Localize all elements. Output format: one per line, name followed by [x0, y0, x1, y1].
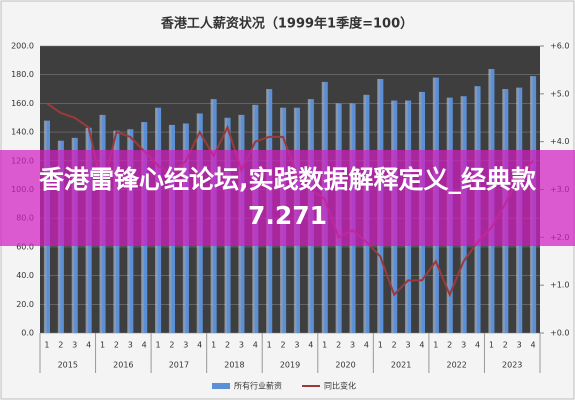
- x-tick-label: 3: [183, 341, 188, 350]
- year-label: 2018: [224, 361, 244, 370]
- x-tick-label: 2: [447, 341, 452, 350]
- x-tick-label: 2: [336, 341, 341, 350]
- year-label: 2016: [113, 361, 133, 370]
- y-tick-label: 140.0: [11, 128, 34, 137]
- x-tick-label: 3: [72, 341, 77, 350]
- x-tick-label: 2: [58, 341, 63, 350]
- x-tick-label: 1: [378, 341, 383, 350]
- x-tick-label: 2: [281, 341, 286, 350]
- year-label: 2023: [502, 361, 522, 370]
- x-tick-label: 1: [100, 341, 105, 350]
- x-tick-label: 3: [294, 341, 299, 350]
- year-label: 2019: [280, 361, 300, 370]
- x-tick-label: 1: [211, 341, 216, 350]
- year-label: 2017: [169, 361, 189, 370]
- y2-tick-label: +1.0: [550, 281, 569, 290]
- y2-tick-label: +5.0: [550, 89, 569, 98]
- x-tick-label: 4: [308, 341, 313, 350]
- x-tick-label: 2: [169, 341, 174, 350]
- overlay-text: 香港雷锋心经论坛,实践数据解释定义_经典款7.271: [39, 165, 536, 230]
- x-tick-label: 4: [253, 341, 258, 350]
- y-tick-label: 160.0: [11, 99, 34, 108]
- x-tick-label: 4: [364, 341, 369, 350]
- x-tick-label: 1: [156, 341, 161, 350]
- legend-label: 同比变化: [324, 381, 356, 391]
- x-tick-label: 1: [322, 341, 327, 350]
- y-tick-label: 40.0: [16, 271, 34, 280]
- overlay-box: 香港雷锋心经论坛,实践数据解释定义_经典款7.271: [39, 165, 536, 230]
- x-tick-label: 3: [239, 341, 244, 350]
- y-tick-label: 60.0: [16, 242, 34, 251]
- x-tick-label: 2: [392, 341, 397, 350]
- x-tick-label: 2: [225, 341, 230, 350]
- year-label: 2022: [446, 361, 466, 370]
- x-tick-label: 4: [142, 341, 147, 350]
- x-tick-label: 3: [461, 341, 466, 350]
- year-label: 2020: [335, 361, 355, 370]
- chart-title: 香港工人薪资状况（1999年1季度=100）: [160, 16, 413, 32]
- y2-tick-label: +6.0: [550, 42, 569, 51]
- y2-tick-label: +0.0: [550, 329, 569, 338]
- y-tick-label: 0.0: [21, 329, 34, 338]
- x-tick-label: 3: [517, 341, 522, 350]
- x-tick-label: 4: [419, 341, 424, 350]
- x-tick-label: 2: [503, 341, 508, 350]
- x-tick-label: 3: [406, 341, 411, 350]
- y2-tick-label: +4.0: [550, 137, 569, 146]
- x-tick-label: 4: [86, 341, 91, 350]
- x-tick-label: 1: [44, 341, 49, 350]
- y-tick-label: 20.0: [16, 300, 34, 309]
- x-tick-label: 3: [128, 341, 133, 350]
- x-tick-label: 3: [350, 341, 355, 350]
- y-tick-label: 180.0: [11, 70, 34, 79]
- x-tick-label: 4: [531, 341, 536, 350]
- overlay-banner: [0, 150, 575, 246]
- x-tick-label: 1: [267, 341, 272, 350]
- y-tick-label: 200.0: [11, 42, 34, 51]
- legend-swatch: [212, 383, 230, 389]
- x-tick-label: 4: [197, 341, 202, 350]
- legend-label: 所有行业薪资: [234, 381, 282, 391]
- year-label: 2015: [58, 361, 78, 370]
- x-tick-label: 4: [475, 341, 480, 350]
- x-tick-label: 1: [489, 341, 494, 350]
- year-label: 2021: [391, 361, 411, 370]
- x-tick-label: 2: [114, 341, 119, 350]
- x-tick-label: 1: [433, 341, 438, 350]
